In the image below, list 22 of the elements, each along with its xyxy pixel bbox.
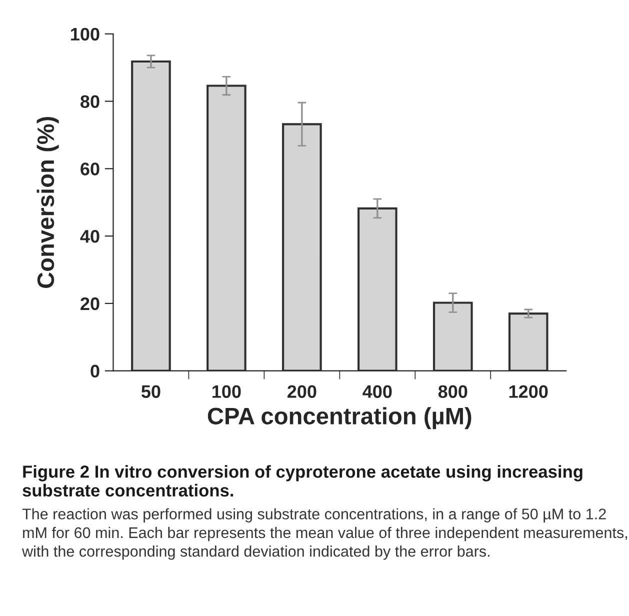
bar [131,60,171,371]
x-tick-label: 50 [141,385,160,398]
x-axis-title: CPA concentration (µM) [208,407,472,430]
y-tick-label: 0 [90,364,100,378]
bar [357,207,398,371]
x-tick-label: 800 [438,385,468,398]
bar [282,123,322,371]
bar [432,302,473,371]
x-tick-label: 400 [362,385,392,398]
bar [508,312,548,371]
caption: Figure 2 In vitro conversion of cyproterone acetate using increasing substrate concentrations. [22,465,582,497]
x-tick-label: 200 [287,385,316,398]
y-tick-label: 80 [80,95,100,108]
y-axis-title: Conversion (%) [36,116,59,288]
y-tick-label: 100 [71,28,100,41]
x-tick-label: 1200 [509,385,548,398]
y-tick-label: 60 [80,162,100,176]
y-tick-label: 40 [80,230,100,243]
y-tick-label: 20 [80,297,100,310]
text: The reaction was performed using substrate concentrations, in a range of 50 µM to 1.2 mM for 60 min. Each bar represents the mean value of three independent measurements, with the corresponding standard deviation indicated by the error bars. [22,508,627,560]
bar [206,84,246,371]
x-tick-label: 100 [212,385,241,398]
